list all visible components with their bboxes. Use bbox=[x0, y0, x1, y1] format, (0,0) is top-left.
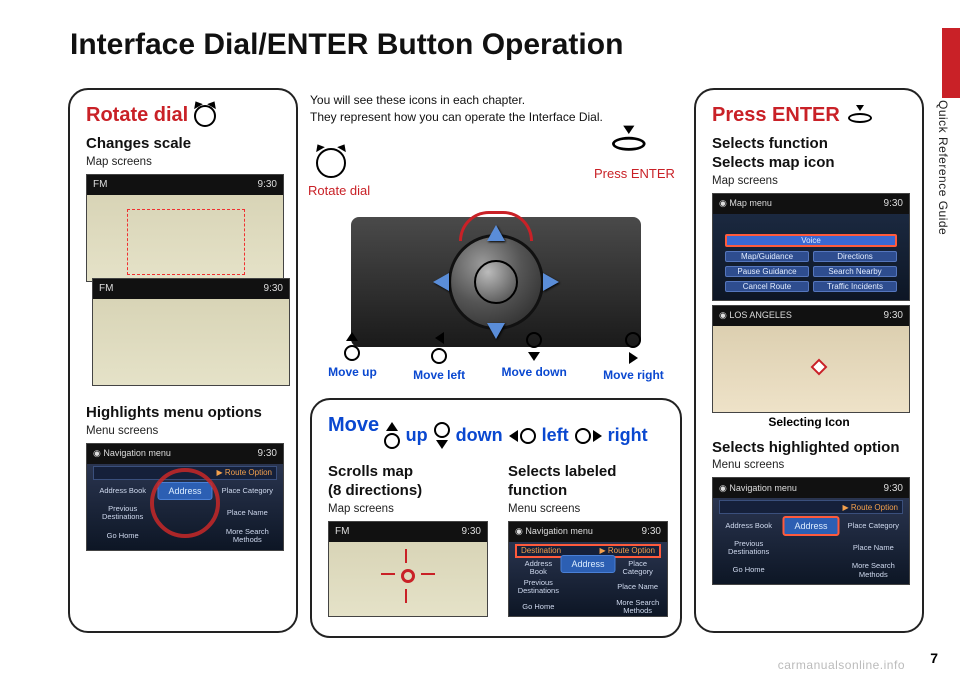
map-screenshot-2: FM 9:30 bbox=[92, 278, 290, 386]
direction-labels: Move up Move left Move down Move right bbox=[310, 332, 682, 382]
menu-screenshot-2: ◉ Navigation menu9:30 ▶ Route Option Add… bbox=[712, 477, 910, 585]
status-bar: FM 9:30 bbox=[87, 175, 283, 195]
enter-icon bbox=[846, 107, 870, 125]
move-heading-text: Move bbox=[328, 414, 379, 437]
changes-scale-caption: Map screens bbox=[86, 156, 280, 168]
press-enter-text: Press ENTER bbox=[712, 104, 840, 127]
losangeles-screenshot: ◉ LOS ANGELES9:30 bbox=[712, 305, 910, 413]
highlights-title: Highlights menu options bbox=[86, 404, 280, 423]
rotate-heading-text: Rotate dial bbox=[86, 104, 188, 127]
arrow-left-icon bbox=[433, 273, 449, 291]
move-heading: Move bbox=[328, 414, 379, 437]
arrow-up-icon bbox=[487, 225, 505, 241]
press-enter-heading: Press ENTER bbox=[712, 104, 870, 127]
move-left-label: Move left bbox=[413, 332, 465, 382]
selecting-icon-label: Selecting Icon bbox=[712, 415, 906, 429]
scrolls-map-title: Scrolls map(8 directions) bbox=[328, 463, 488, 501]
rotate-icon-large bbox=[316, 148, 346, 178]
press-enter-label: Press ENTER bbox=[594, 166, 675, 181]
clock: 9:30 bbox=[258, 448, 277, 459]
menu-screenshot: ◉ Navigation menu 9:30 ▶ Route Option Ad… bbox=[86, 443, 284, 551]
rotate-dial-label: Rotate dial bbox=[308, 183, 370, 198]
press-enter-panel: Press ENTER Selects functionSelects map … bbox=[694, 88, 924, 633]
rotate-dial-panel: Rotate dial Changes scale Map screens FM… bbox=[68, 88, 298, 633]
mapmenu-screenshot: ◉ Map menu9:30 Voice Map/GuidanceDirecti… bbox=[712, 193, 910, 301]
enter-icon-large bbox=[614, 132, 638, 150]
zoom-outline bbox=[127, 209, 245, 275]
move-panel: Move up down left right Scrolls map(8 di… bbox=[310, 398, 682, 638]
watermark: carmanualsonline.info bbox=[778, 658, 905, 672]
move-down-label: Move down bbox=[501, 332, 566, 382]
clock: 9:30 bbox=[264, 283, 283, 294]
move-col-map: Scrolls map(8 directions) Map screens FM… bbox=[328, 455, 488, 617]
fm-label: FM bbox=[93, 179, 107, 190]
arrow-right-icon bbox=[543, 273, 559, 291]
selects-labeled-title: Selects labeledfunction bbox=[508, 463, 668, 501]
corner-tab bbox=[942, 28, 960, 98]
selects-labeled-caption: Menu screens bbox=[508, 503, 668, 515]
page-number: 7 bbox=[930, 650, 938, 666]
status-bar: FM 9:30 bbox=[93, 279, 289, 299]
selects-highlighted-title: Selects highlighted option bbox=[712, 439, 906, 458]
clock: 9:30 bbox=[258, 179, 277, 190]
selects-function-title: Selects functionSelects map icon bbox=[712, 135, 906, 173]
mapmenu-options: Voice Map/GuidanceDirections Pause Guida… bbox=[725, 234, 897, 290]
map-scroll-screenshot: FM9:30 bbox=[328, 521, 488, 617]
scrolls-map-caption: Map screens bbox=[328, 503, 488, 515]
fm-label: FM bbox=[99, 283, 113, 294]
move-col-menu: Selects labeledfunction Menu screens ◉ N… bbox=[508, 455, 668, 617]
page-title: Interface Dial/ENTER Button Operation bbox=[70, 28, 623, 62]
intro-line-1: You will see these icons in each chapter… bbox=[310, 92, 682, 109]
knob bbox=[448, 234, 544, 330]
menu-screens-caption-2: Menu screens bbox=[712, 459, 906, 471]
move-directions-line: up down left right bbox=[384, 422, 648, 449]
intro-line-2: They represent how you can operate the I… bbox=[310, 109, 682, 126]
status-bar: ◉ Navigation menu 9:30 bbox=[87, 444, 283, 464]
map-screens-caption: Map screens bbox=[712, 175, 906, 187]
rotate-icon bbox=[194, 105, 216, 127]
move-right-label: Move right bbox=[603, 332, 664, 382]
nav-title: Navigation menu bbox=[103, 448, 171, 458]
menu-grid: Address BookPlace Category Previous Dest… bbox=[87, 482, 283, 546]
knob-diagram bbox=[351, 217, 641, 347]
map-cursor-icon bbox=[810, 358, 827, 375]
map-screenshot-1: FM 9:30 bbox=[86, 174, 284, 282]
rotate-heading: Rotate dial bbox=[86, 104, 216, 127]
move-up-label: Move up bbox=[328, 332, 377, 382]
menu-select-screenshot: ◉ Navigation menu9:30 Destination ▶ Rout… bbox=[508, 521, 668, 617]
changes-scale-title: Changes scale bbox=[86, 135, 280, 154]
section-label: Quick Reference Guide bbox=[936, 100, 950, 235]
highlights-caption: Menu screens bbox=[86, 425, 280, 437]
